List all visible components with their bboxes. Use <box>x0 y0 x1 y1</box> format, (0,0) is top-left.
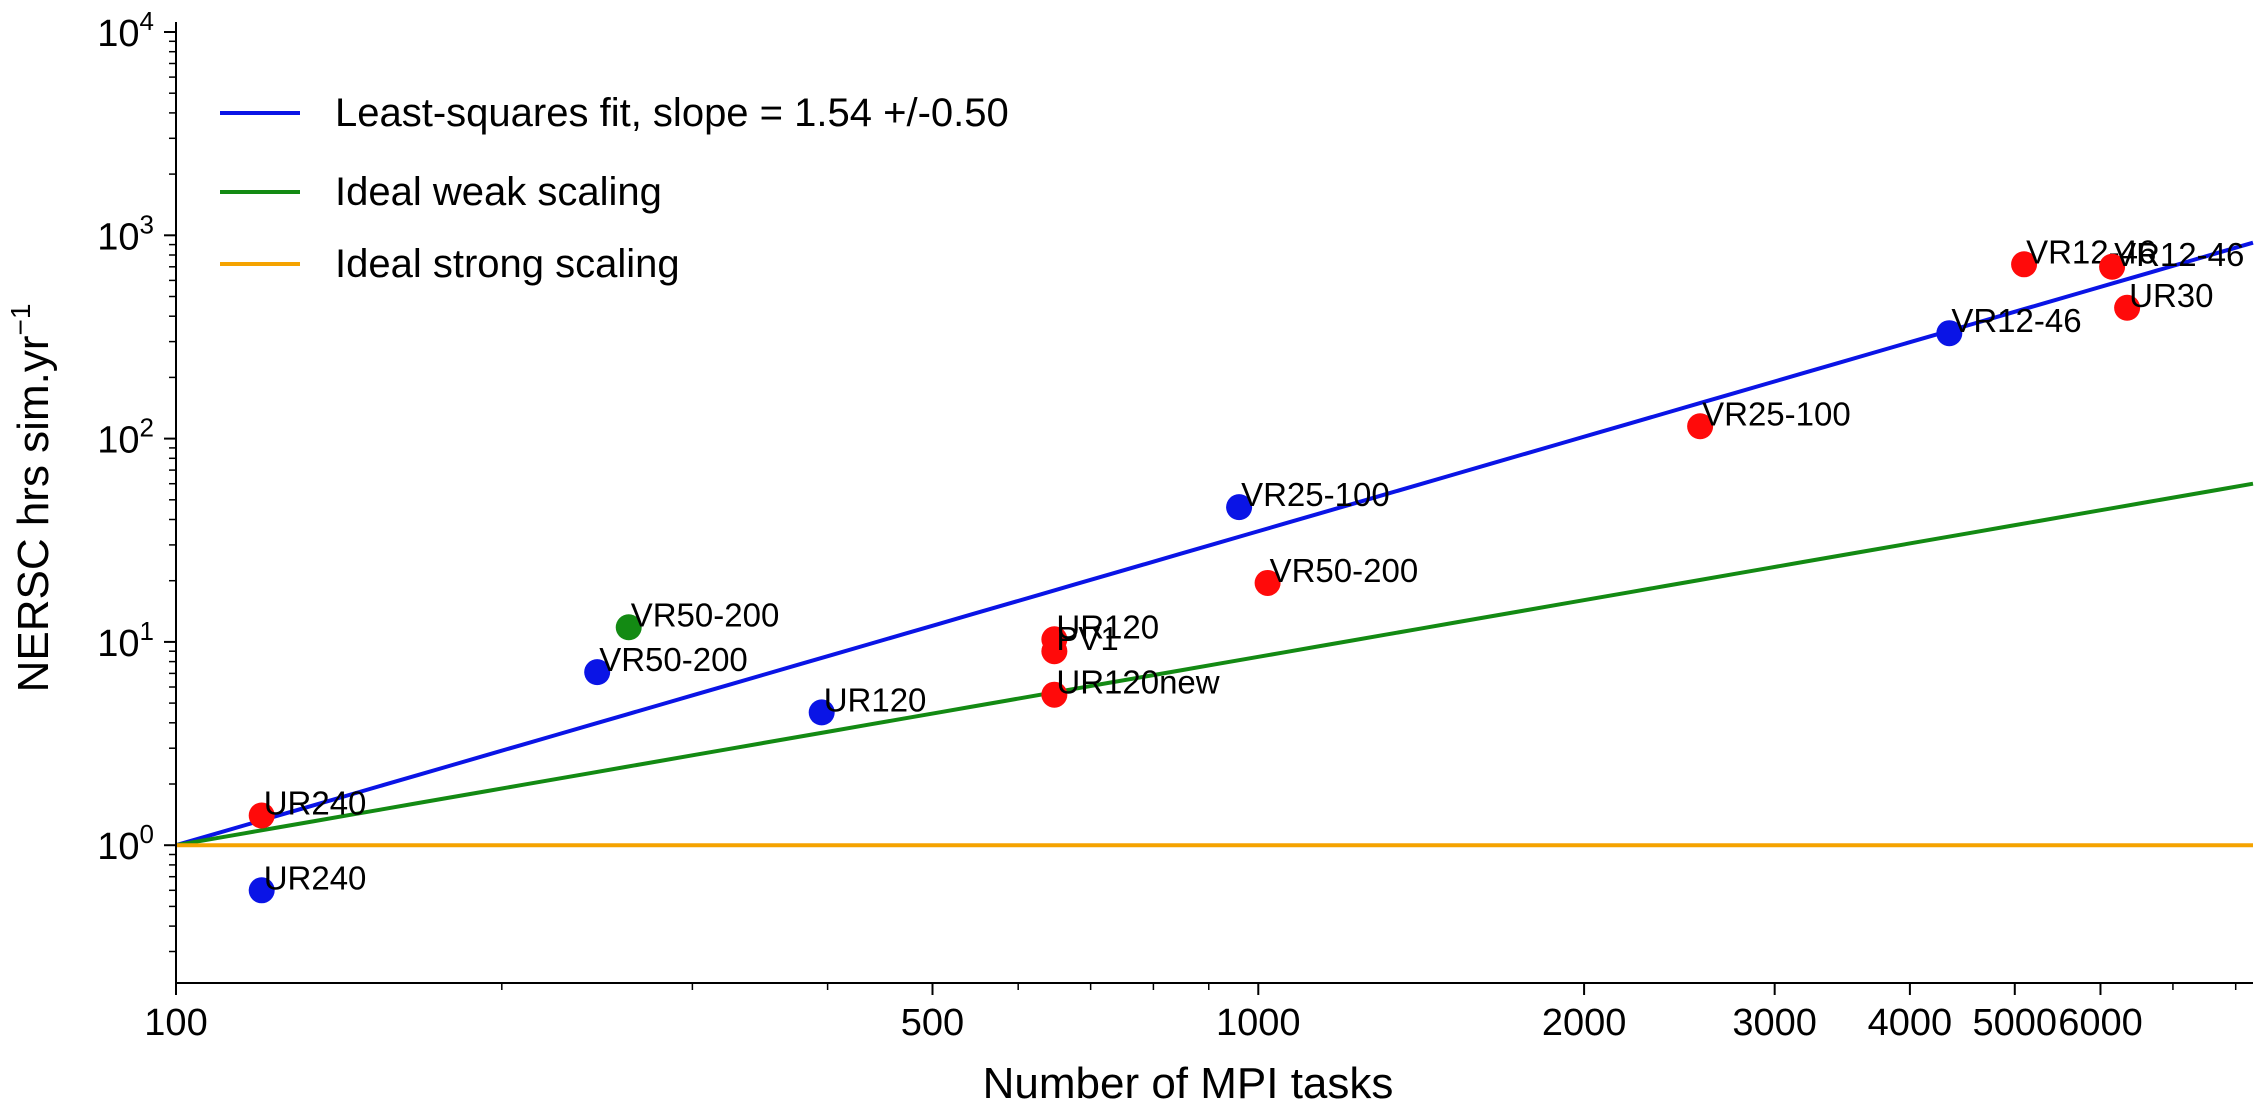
point-label: VR50-200 <box>631 596 780 633</box>
data-point <box>1254 569 1281 596</box>
y-tick-base: 10 <box>97 420 139 462</box>
y-axis-label: NERSC hrs sim.yr−1 <box>5 304 58 693</box>
data-point <box>2099 253 2126 280</box>
legend-label: Ideal weak scaling <box>335 170 662 214</box>
legend: Least-squares fit, slope = 1.54 +/-0.50 I… <box>220 91 1009 286</box>
point-label: UR240 <box>264 859 367 896</box>
x-axis-label: Number of MPI tasks <box>983 1059 1394 1107</box>
data-point <box>1687 413 1714 440</box>
point-label: VR25-100 <box>1241 476 1390 513</box>
y-tick-label: 103 <box>97 209 154 258</box>
point-label: UR120 <box>1056 608 1159 645</box>
point-label: PV1 <box>1056 620 1118 657</box>
point-label: UR240 <box>264 784 367 821</box>
y-tick-exponent: 3 <box>140 209 154 239</box>
point-label: UR120new <box>1056 664 1219 701</box>
y-axis-label-base: NERSC hrs sim.yr <box>9 336 58 693</box>
y-tick-base: 10 <box>97 623 139 665</box>
data-point <box>248 877 275 904</box>
y-tick-label: 101 <box>97 616 154 665</box>
data-point <box>808 699 835 726</box>
point-label: UR120 <box>824 681 927 718</box>
y-tick-label: 104 <box>97 6 154 55</box>
weak-scaling-line <box>175 481 2254 848</box>
data-point <box>2011 251 2038 278</box>
x-tick-label: 6000 <box>2058 1002 2143 1044</box>
y-tick-exponent: 0 <box>140 819 154 849</box>
data-point <box>2114 294 2141 321</box>
y-tick-exponent: 2 <box>140 413 154 443</box>
y-tick-base: 10 <box>97 826 139 868</box>
x-tick-label: 500 <box>901 1002 964 1044</box>
y-tick-base: 10 <box>97 216 139 258</box>
data-point <box>1936 320 1963 347</box>
legend-label: Least-squares fit, slope = 1.54 +/-0.50 <box>335 91 1009 135</box>
y-tick-base: 10 <box>97 13 139 55</box>
x-tick-label: 100 <box>144 1002 207 1044</box>
x-tick-label: 5000 <box>1973 1002 2058 1044</box>
data-points: UR240UR240VR50-200VR50-200UR120UR120PV1U… <box>248 233 2244 904</box>
legend-label: Ideal strong scaling <box>335 242 680 286</box>
x-tick-label: 2000 <box>1542 1002 1627 1044</box>
x-tick-label: 1000 <box>1216 1002 1301 1044</box>
point-label: UR30 <box>2129 277 2213 314</box>
x-tick-label: 3000 <box>1732 1002 1817 1044</box>
x-tick-label: 4000 <box>1868 1002 1953 1044</box>
y-tick-label: 102 <box>97 413 154 462</box>
data-point <box>1041 638 1068 665</box>
y-tick-exponent: 1 <box>140 616 154 646</box>
y-tick-exponent: 4 <box>140 6 154 36</box>
point-label: VR12-46 <box>2026 233 2156 270</box>
point-label: VR50-200 <box>1270 552 1419 589</box>
fit-line <box>175 240 2254 848</box>
point-label: VR50-200 <box>599 641 748 678</box>
data-point <box>615 614 642 641</box>
point-label: VR12-46 <box>1951 302 2081 339</box>
y-axis-label-exponent: −1 <box>5 304 36 336</box>
point-label: VR25-100 <box>1702 395 1851 432</box>
data-point <box>1041 681 1068 708</box>
y-tick-label: 100 <box>97 819 154 868</box>
data-point <box>248 802 275 829</box>
plot-lines <box>175 240 2254 848</box>
data-point <box>1226 494 1253 521</box>
point-label: VR12-46 <box>2114 236 2244 273</box>
data-point <box>584 659 611 686</box>
